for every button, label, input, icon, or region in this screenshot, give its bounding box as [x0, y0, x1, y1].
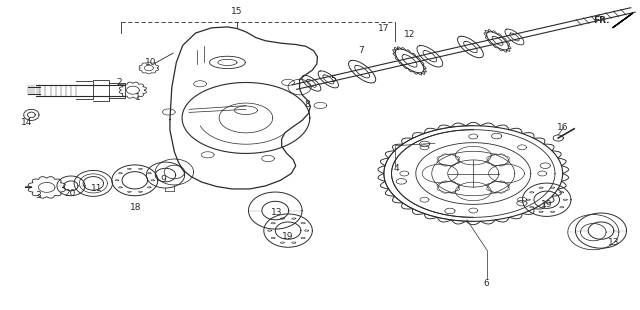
Text: 5: 5: [330, 75, 335, 84]
Text: 4: 4: [394, 164, 399, 173]
Polygon shape: [612, 13, 633, 28]
Text: 9: 9: [161, 175, 166, 184]
Text: 1: 1: [135, 93, 141, 102]
Text: 17: 17: [378, 24, 390, 33]
Text: 14: 14: [20, 118, 32, 127]
Text: 2: 2: [116, 78, 122, 87]
Text: 7: 7: [358, 46, 364, 55]
Text: FR.: FR.: [593, 16, 609, 25]
Text: 3: 3: [35, 191, 40, 200]
Text: 19: 19: [541, 200, 552, 209]
Text: 13: 13: [271, 208, 282, 217]
Text: 10: 10: [145, 58, 157, 67]
Text: 15: 15: [231, 7, 243, 16]
Text: 11: 11: [91, 184, 102, 193]
Text: 16: 16: [557, 123, 568, 132]
Text: 12: 12: [404, 30, 415, 39]
Text: 6: 6: [483, 279, 489, 288]
Text: 19: 19: [282, 232, 294, 241]
Text: 8: 8: [305, 100, 310, 108]
Text: 13: 13: [608, 238, 620, 247]
Text: 18: 18: [131, 203, 142, 212]
Text: 20: 20: [64, 189, 76, 198]
